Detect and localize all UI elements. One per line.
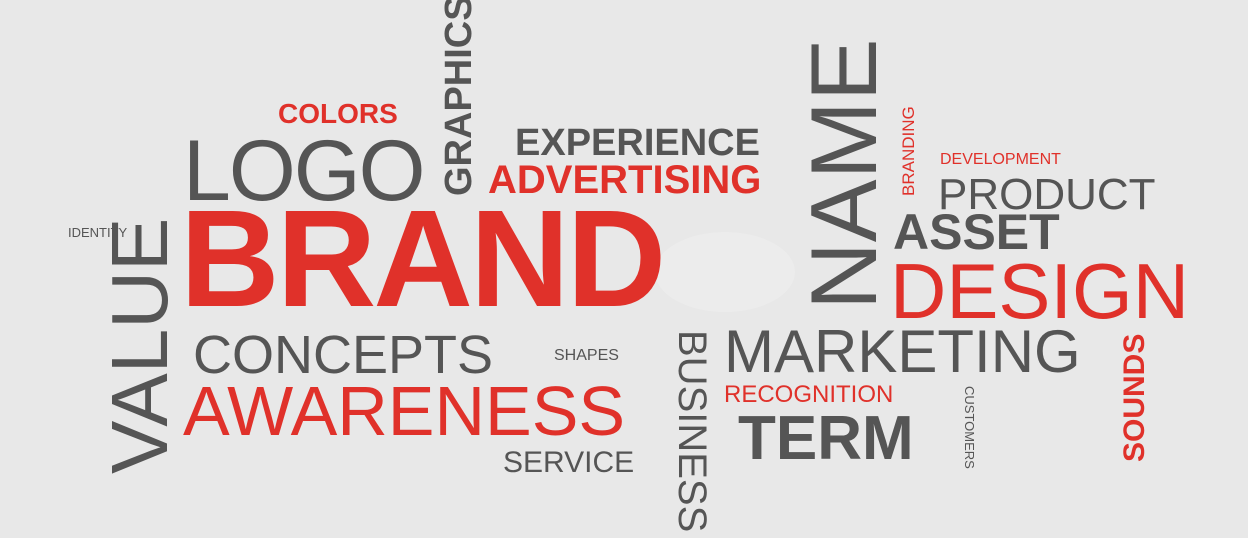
word-logo: LOGO: [183, 123, 426, 219]
word-colors: COLORS: [278, 98, 398, 129]
word-branding: BRANDING: [899, 106, 918, 196]
word-graphics: GRAPHICS: [438, 0, 480, 196]
word-customers: CUSTOMERS: [962, 386, 977, 469]
word-concepts: CONCEPTS: [193, 325, 494, 385]
word-recognition: RECOGNITION: [724, 381, 894, 408]
word-asset: ASSET: [893, 204, 1060, 260]
word-experience: EXPERIENCE: [515, 122, 760, 164]
word-sounds: SOUNDS: [1118, 333, 1151, 462]
word-service: SERVICE: [503, 446, 635, 479]
word-development: DEVELOPMENT: [940, 151, 1061, 168]
word-term: TERM: [738, 404, 914, 473]
word-business: BUSINESS: [670, 330, 714, 533]
word-identity: IDENTITY: [68, 225, 128, 240]
watermark: [655, 232, 795, 312]
word-product: PRODUCT: [938, 170, 1156, 219]
word-design: DESIGN: [890, 247, 1190, 335]
word-value: VALUE: [95, 217, 184, 474]
word-marketing: MARKETING: [724, 318, 1081, 385]
word-advertising: ADVERTISING: [488, 158, 762, 202]
word-awareness: AWARENESS: [183, 372, 626, 450]
word-shapes: SHAPES: [554, 347, 619, 364]
word-brand: BRAND: [180, 182, 666, 336]
word-name: NAME: [791, 38, 896, 310]
